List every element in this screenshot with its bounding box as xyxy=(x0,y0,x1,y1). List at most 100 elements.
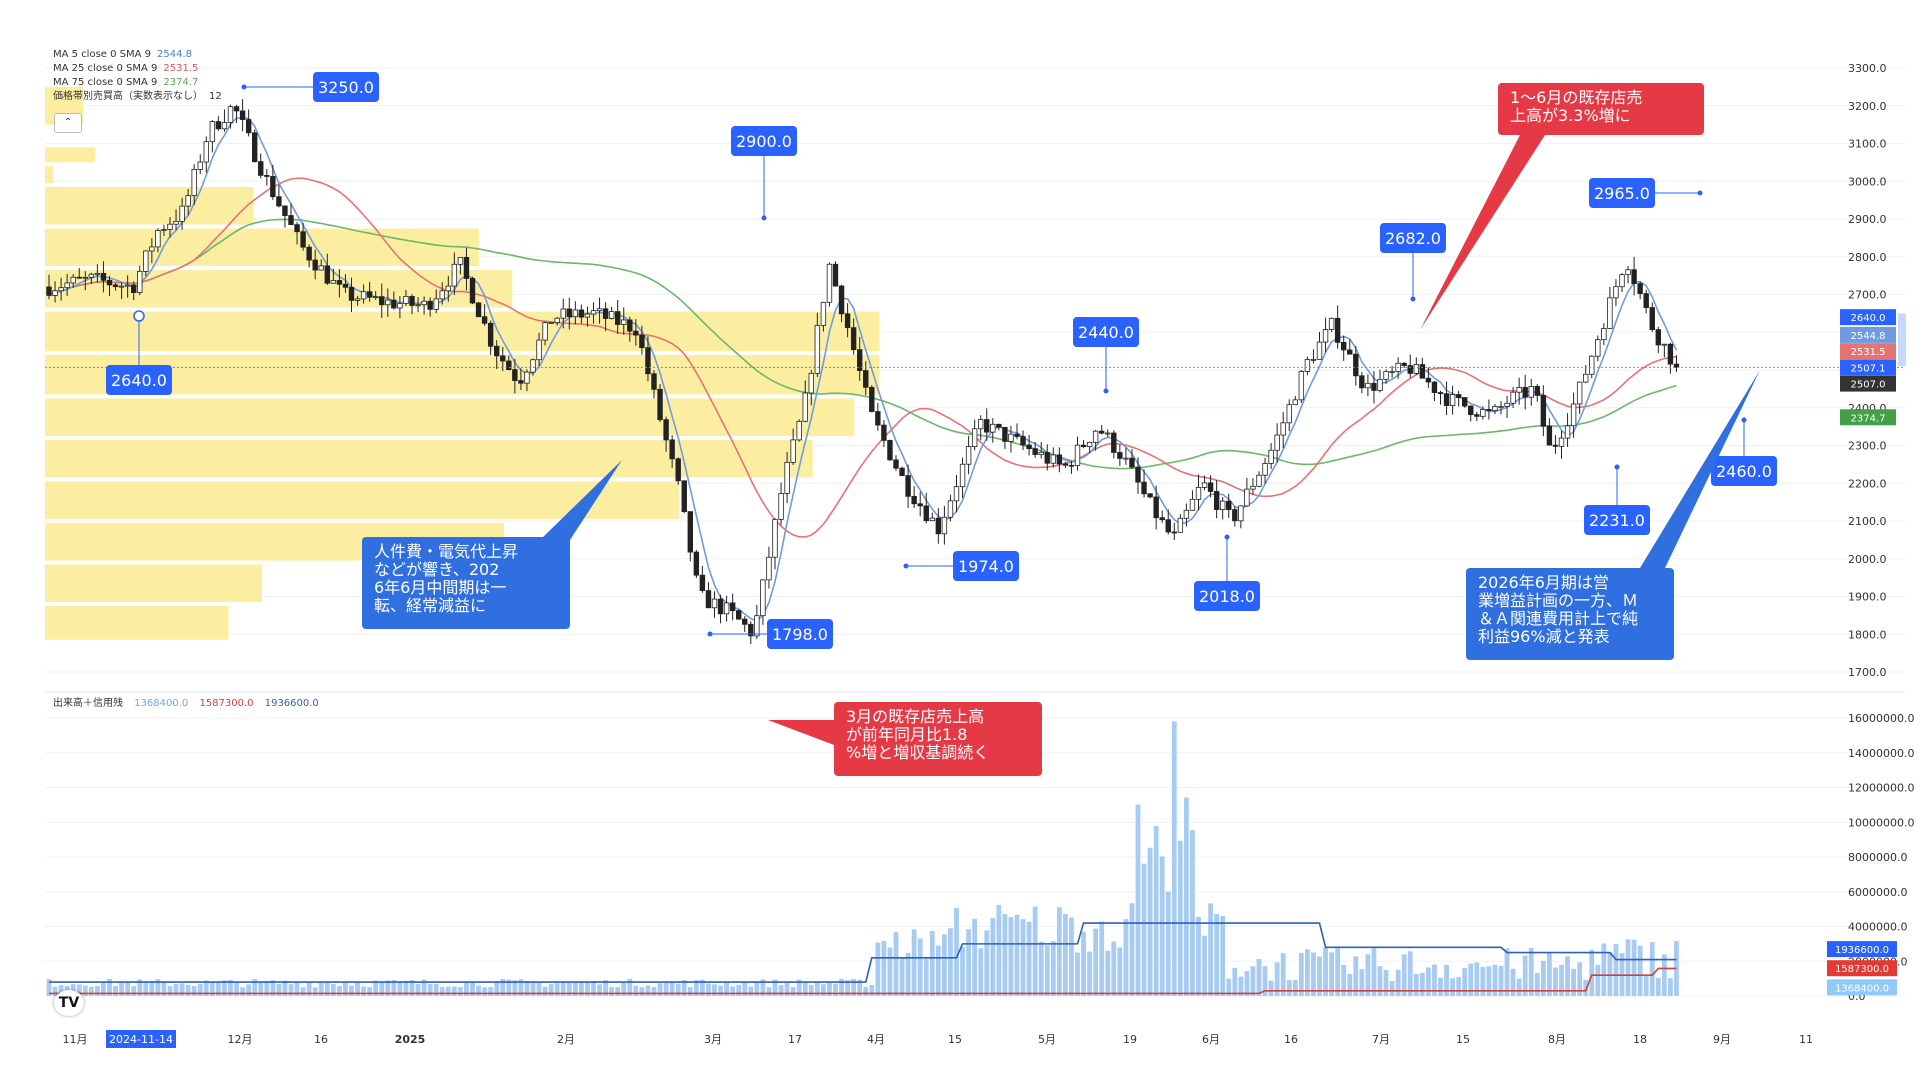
callout-tail xyxy=(768,720,834,745)
volume-bar xyxy=(203,980,209,996)
candle-body xyxy=(1105,432,1111,435)
candle-body xyxy=(1570,403,1577,427)
candle-body xyxy=(1661,343,1668,346)
candle-body xyxy=(1159,517,1165,521)
callout-text: 1〜6月の既存店売 xyxy=(1510,88,1642,107)
candle-body xyxy=(754,615,760,637)
price-tag xyxy=(1840,326,1896,343)
candle-body xyxy=(1462,397,1468,407)
candle-body xyxy=(1008,433,1014,442)
volume-bar xyxy=(373,980,379,996)
candle-body xyxy=(748,623,754,637)
x-tick-label: 8月 xyxy=(1548,1033,1566,1046)
volume-bar xyxy=(1613,944,1619,996)
price-label-box xyxy=(1073,317,1139,347)
volume-bar xyxy=(1050,941,1056,996)
volume-bar xyxy=(330,983,336,996)
tradingview-logo-icon[interactable]: TV xyxy=(54,990,84,1016)
candle-body xyxy=(893,459,899,469)
volume-bar xyxy=(766,987,772,996)
volume-bar xyxy=(585,982,590,996)
candle-body xyxy=(1183,509,1190,519)
candle-body xyxy=(645,347,651,375)
candle-body xyxy=(941,516,948,535)
volume-bar xyxy=(966,929,971,996)
candle-body xyxy=(457,256,464,265)
volume-bar xyxy=(972,918,978,996)
volume-bar xyxy=(524,980,530,996)
volume-bar xyxy=(554,983,560,996)
volume-legend-label: 出来高＋信用残 xyxy=(53,698,123,709)
volume-bar xyxy=(1262,966,1268,996)
volume-bar xyxy=(1486,966,1492,996)
candle-body xyxy=(1528,386,1534,398)
volume-bar xyxy=(191,986,197,996)
candle-body xyxy=(1080,444,1087,448)
candle-body xyxy=(1407,365,1413,374)
volume-bar xyxy=(1014,914,1020,996)
volume-bar xyxy=(1426,967,1431,996)
candle-body xyxy=(209,121,216,143)
volume-tag xyxy=(1827,941,1897,958)
price-tick-label: 2200.0 xyxy=(1848,477,1887,490)
candle-body xyxy=(439,290,445,300)
volume-bar xyxy=(1450,978,1455,996)
candle-body xyxy=(1056,454,1063,465)
label-pointer-dot xyxy=(1410,296,1416,302)
volume-bar xyxy=(1220,916,1226,996)
volume-bar xyxy=(1407,951,1413,996)
candle-body xyxy=(1262,463,1268,476)
volume-bar xyxy=(645,985,651,996)
volume-bar xyxy=(131,986,137,996)
volume-bar xyxy=(500,978,506,996)
volume-bar xyxy=(149,981,155,996)
candle-body xyxy=(1292,399,1298,406)
volume-bar xyxy=(1504,948,1510,996)
volume-bar xyxy=(1250,966,1256,996)
collapse-legend-button[interactable]: ⌃ xyxy=(54,113,82,133)
volume-bar xyxy=(1655,977,1661,996)
volume-bar xyxy=(893,932,899,996)
volume-bar xyxy=(827,982,832,996)
volume-bar xyxy=(258,981,264,996)
price-tick-label: 2300.0 xyxy=(1848,440,1887,453)
volume-bar xyxy=(439,987,445,996)
candle-body xyxy=(863,370,869,388)
candle-body xyxy=(844,313,851,329)
candle-body xyxy=(760,579,766,617)
volume-tick-label: 14000000.0 xyxy=(1848,747,1914,760)
candle-body xyxy=(699,574,706,591)
candle-body xyxy=(421,300,427,306)
volume-bar xyxy=(228,979,233,996)
volume-bar xyxy=(790,987,796,996)
volume-bar xyxy=(179,983,185,996)
volume-bar xyxy=(796,979,802,996)
candle-body xyxy=(633,330,639,336)
candle-body xyxy=(1074,444,1081,466)
candle-body xyxy=(1111,432,1117,453)
price-tag xyxy=(1840,375,1896,392)
volume-bar xyxy=(814,981,820,996)
callout-text: 人件費・電気代上昇 xyxy=(374,542,518,561)
volume-bar xyxy=(1438,977,1443,996)
candle-body xyxy=(469,278,476,304)
callout-text: が前年同月比1.8 xyxy=(846,725,967,744)
volume-bar xyxy=(512,980,518,996)
volume-bar xyxy=(923,958,929,996)
candle-body xyxy=(391,299,397,309)
candle-body xyxy=(615,311,621,325)
candle-body xyxy=(984,419,990,433)
candle-body xyxy=(1401,362,1407,366)
candle-body xyxy=(1649,307,1655,330)
candle-body xyxy=(899,467,905,476)
candle-body xyxy=(542,322,548,341)
volume-bar xyxy=(675,983,681,996)
candle-body xyxy=(1171,531,1177,534)
volume-bar xyxy=(1032,906,1038,996)
volume-bar xyxy=(1063,913,1068,996)
candle-body xyxy=(1286,404,1292,424)
price-tag-label: 2507.1 xyxy=(1851,363,1886,374)
candle-body xyxy=(1643,293,1649,308)
volume-bar xyxy=(1238,976,1244,996)
